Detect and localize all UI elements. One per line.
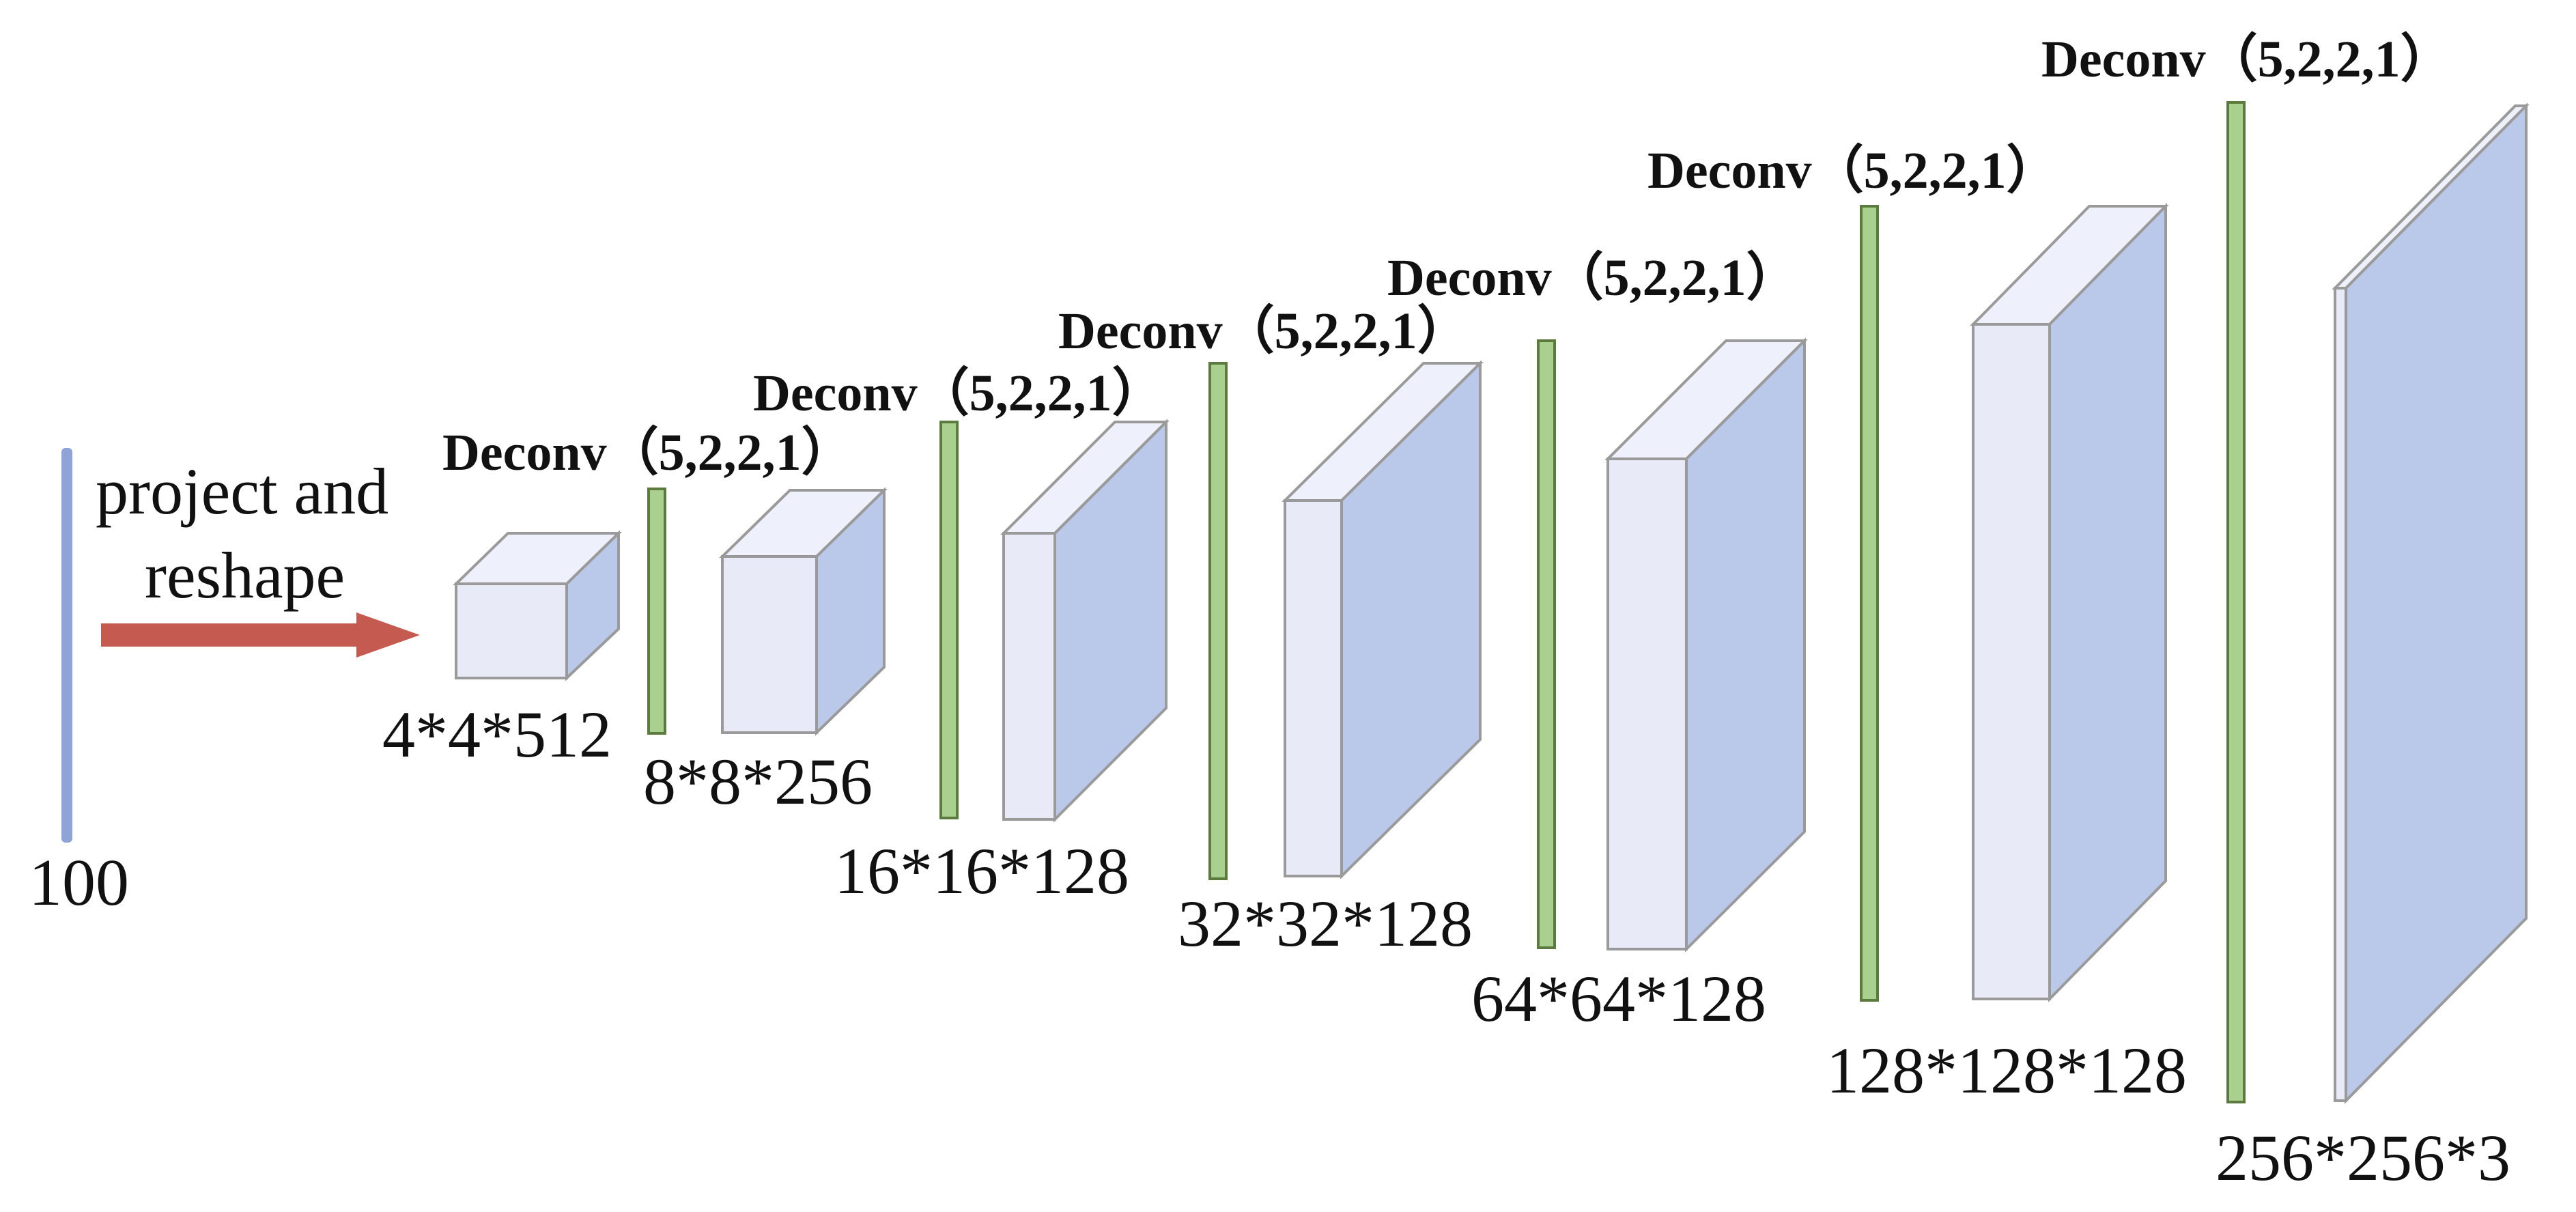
layer-dim-label-5: 64*64*128	[1471, 962, 1766, 1035]
deconv-bar-1	[647, 488, 666, 735]
layer-dim-label-3: 16*16*128	[834, 834, 1129, 907]
projection-label-line1: project and	[96, 455, 388, 528]
layer-dim-label-2: 8*8*256	[643, 745, 873, 818]
deconv-label-4: Deconv（5,2,2,1）	[1387, 249, 1798, 307]
feature-map-block-1	[453, 530, 622, 681]
feature-map-block-2	[719, 487, 888, 736]
deconv-label-6: Deconv（5,2,2,1）	[2041, 31, 2452, 88]
deconv-label-1: Deconv（5,2,2,1）	[442, 424, 853, 481]
input-vector-bar	[61, 448, 72, 843]
layer-dim-label-1: 4*4*512	[382, 698, 612, 771]
projection-label-line2: reshape	[145, 539, 345, 612]
deconv-bar-4	[1537, 339, 1556, 949]
deconv-bar-6	[2226, 101, 2246, 1103]
feature-map-block-3	[1000, 419, 1170, 823]
layer-dim-label-6: 128*128*128	[1826, 1034, 2187, 1107]
deconv-label-5: Deconv（5,2,2,1）	[1647, 142, 2058, 199]
layer-dim-label-7: 256*256*3	[2216, 1121, 2510, 1194]
projection-arrow-icon	[101, 612, 420, 658]
deconv-bar-5	[1860, 205, 1879, 1002]
deconv-label-3: Deconv（5,2,2,1）	[1058, 302, 1469, 360]
feature-map-block-6	[1970, 203, 2169, 1002]
deconv-label-2: Deconv（5,2,2,1）	[753, 365, 1164, 422]
feature-map-block-5	[1604, 337, 1808, 953]
deconv-bar-2	[939, 421, 959, 819]
feature-map-block-7	[2332, 102, 2530, 1104]
feature-map-block-4	[1282, 360, 1484, 879]
input-size-label: 100	[29, 846, 129, 920]
deconv-bar-3	[1208, 362, 1228, 880]
layer-dim-label-4: 32*32*128	[1178, 887, 1473, 960]
